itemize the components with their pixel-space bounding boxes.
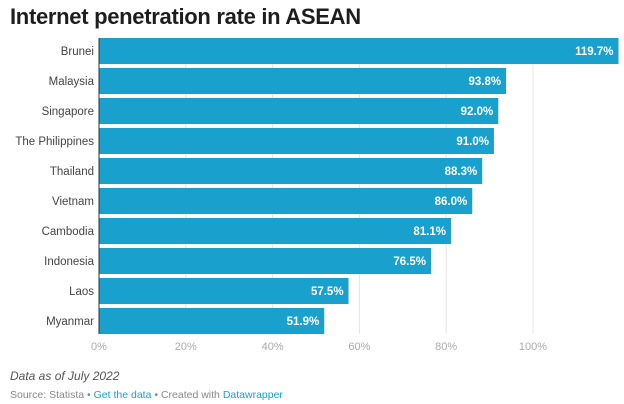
value-label: 76.5% [393,256,426,268]
x-tick-label: 100% [519,341,547,353]
category-label: Singapore [42,106,94,118]
category-label: Indonesia [44,256,94,268]
datawrapper-link[interactable]: Datawrapper [222,389,283,401]
bar [99,158,483,184]
bar [99,308,325,334]
category-label: Brunei [61,46,94,58]
x-tick-label: 60% [348,341,370,353]
value-label: 81.1% [413,226,446,238]
x-tick-label: 80% [435,341,457,353]
x-tick-label: 20% [175,341,197,353]
category-label: Myanmar [46,316,94,328]
value-label: 86.0% [435,196,468,208]
bar [99,98,499,124]
value-label: 57.5% [311,286,344,298]
x-tick-label: 40% [262,341,284,353]
category-label: Laos [69,286,94,298]
bar [99,278,349,304]
bar [99,248,432,274]
bar [99,128,494,154]
category-label: Cambodia [42,226,95,238]
bar [99,218,451,244]
value-label: 93.8% [468,76,501,88]
category-label: Thailand [50,166,94,178]
bar [99,38,619,64]
category-label: Malaysia [49,76,95,88]
category-label: Vietnam [52,196,94,208]
chart-source: Source: Statista • Get the data • Create… [10,389,283,401]
x-tick-label: 0% [91,341,107,353]
bar [99,188,473,214]
created-with-text: • Created with [151,389,223,401]
value-label: 92.0% [461,106,494,118]
chart-note: Data as of July 2022 [10,369,120,383]
get-data-link[interactable]: Get the data [93,389,152,401]
value-label: 51.9% [287,316,320,328]
value-label: 88.3% [445,166,478,178]
category-label: The Philippines [15,136,94,148]
chart-title: Internet penetration rate in ASEAN [10,4,361,29]
value-label: 91.0% [456,136,489,148]
bar-chart: 0% 20% 40% 60% 80% 100% Brunei 119.7% Malaysia 93… [15,38,619,353]
bar [99,68,507,94]
value-label: 119.7% [575,46,613,58]
source-text: Source: Statista • [10,389,94,401]
